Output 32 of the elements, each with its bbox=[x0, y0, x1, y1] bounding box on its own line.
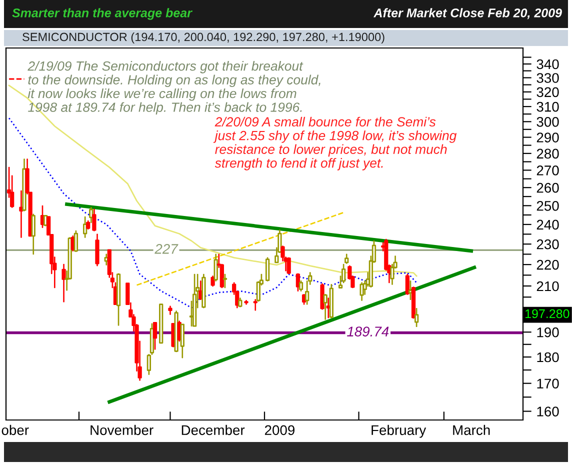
x-tick-label: 2009 bbox=[264, 425, 294, 436]
y-tick-label: 270 bbox=[536, 166, 559, 176]
ref-line-label: 227 bbox=[154, 244, 178, 254]
text: 197.280 bbox=[526, 309, 570, 318]
annotation: 2/20/09 A small bounce for the Semi’s just 2.55 shy of the 1998 low, it’s showing resistance to lower prices, but not much strength to fend it off just yet. bbox=[213, 116, 457, 170]
y-tick-label: 300 bbox=[536, 116, 559, 127]
y-tick-label: 170 bbox=[537, 378, 559, 389]
y-tick-label: 320 bbox=[536, 87, 559, 98]
y-tick-label: 290 bbox=[536, 132, 559, 142]
y-tick-label: 250 bbox=[536, 200, 559, 211]
ref-line-label: 189.74 bbox=[347, 326, 389, 336]
y-tick-label: 160 bbox=[537, 406, 559, 416]
y-tick-label: 240 bbox=[536, 220, 559, 230]
y-tick-label: 280 bbox=[536, 148, 559, 159]
x-tick-label: November bbox=[90, 424, 154, 436]
x-tick-label: March bbox=[453, 424, 490, 436]
y-tick-label: 230 bbox=[536, 239, 559, 250]
y-tick-label: 330 bbox=[536, 73, 559, 83]
chart-subtitle: After Market Close Feb 20, 2009 bbox=[373, 8, 562, 20]
y-tick-label: 260 bbox=[536, 182, 559, 193]
x-tick-label: December bbox=[182, 424, 245, 436]
y-tick-label: 190 bbox=[537, 327, 559, 338]
y-tick-label: 310 bbox=[536, 102, 559, 112]
y-tick-label: 180 bbox=[537, 352, 559, 362]
chart-title: SEMICONDUCTOR (194.170, 200.040, 192.290, 197.280, +1.19000) bbox=[22, 32, 384, 44]
y-tick-label: 220 bbox=[536, 260, 559, 270]
y-tick-label: 340 bbox=[536, 59, 559, 70]
y-tick-label: 210 bbox=[536, 281, 559, 292]
candlestick bbox=[253, 299, 258, 311]
x-tick-label: February bbox=[372, 424, 426, 438]
x-tick-label: ober bbox=[2, 424, 29, 436]
text: Smarter than the average bear bbox=[12, 8, 193, 20]
